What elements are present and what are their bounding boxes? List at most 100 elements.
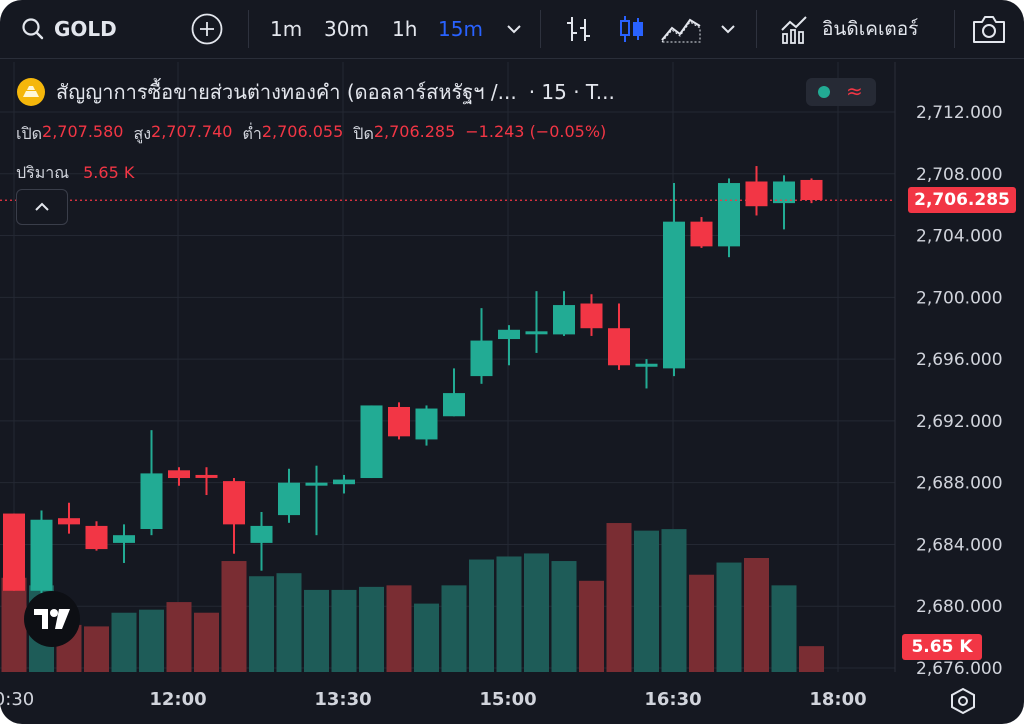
y-tick-label: 2,712.000 — [916, 103, 1003, 123]
interval-30m[interactable]: 30m — [324, 17, 369, 41]
candle-body — [608, 328, 630, 366]
y-tick-label: 2,676.000 — [916, 659, 1003, 679]
volume-bar — [496, 556, 522, 672]
delay-wave-icon: ≈ — [846, 79, 863, 103]
toolbar-divider — [540, 10, 541, 48]
interval-15m[interactable]: 15m — [438, 17, 483, 41]
volume-bar — [771, 585, 797, 672]
close-label: ปิด — [353, 124, 374, 143]
plus-circle-icon — [191, 13, 223, 45]
candle-body — [525, 331, 548, 335]
x-tick-label: 0:30 — [0, 689, 34, 710]
compare-symbol-button[interactable] — [190, 12, 224, 46]
camera-icon — [973, 16, 1005, 43]
chart-legend: สัญญาการซื้อขายส่วนต่างทองคำ (ดอลลาร์สหร… — [16, 76, 894, 186]
volume-bar — [414, 603, 439, 672]
indicators-button[interactable]: อินดิเคเตอร์ — [778, 12, 918, 46]
candle-body — [388, 406, 410, 437]
low-value: 2,706.055 — [261, 122, 344, 141]
volume-bar — [744, 558, 769, 672]
change-value: −1.243 (−0.05%) — [465, 122, 607, 141]
chart-settings-button[interactable] — [948, 686, 978, 720]
volume-bar — [276, 573, 302, 672]
candle-body — [553, 305, 575, 335]
candle-body — [140, 473, 163, 529]
volume-bar — [84, 626, 109, 672]
bar-style-button[interactable] — [562, 12, 596, 46]
settings-hexagon-icon — [951, 687, 975, 715]
volume-value: 5.65 K — [83, 163, 135, 182]
candle-body — [278, 482, 300, 516]
area-style-button[interactable] — [660, 12, 702, 46]
candle-body — [415, 408, 438, 440]
y-tick-label: 2,700.000 — [916, 288, 1003, 308]
search-icon — [22, 18, 44, 40]
instrument-interval: · 15 · T... — [528, 80, 615, 104]
symbol-search[interactable]: GOLD — [20, 12, 117, 46]
candle-body — [305, 482, 328, 486]
toolbar: GOLD 1m 30m 1h 15m อินดิเคเตอร์ — [0, 0, 1024, 59]
snapshot-button[interactable] — [970, 12, 1008, 46]
area-chart-icon — [660, 18, 701, 43]
volume-bar — [166, 602, 192, 672]
interval-1h[interactable]: 1h — [392, 17, 418, 41]
gold-symbol-icon — [17, 78, 45, 106]
volume-bar — [386, 585, 412, 672]
candle-body — [470, 340, 493, 377]
volume-bar — [469, 559, 494, 672]
toolbar-divider — [248, 10, 249, 48]
volume-bar — [716, 562, 742, 672]
market-status-pill[interactable]: ≈ — [806, 78, 876, 106]
instrument-title[interactable]: สัญญาการซื้อขายส่วนต่างทองคำ (ดอลลาร์สหร… — [56, 80, 517, 104]
volume-bar — [139, 609, 164, 672]
volume-bar — [634, 530, 659, 672]
legend-title-row: สัญญาการซื้อขายส่วนต่างทองคำ (ดอลลาร์สหร… — [16, 76, 894, 108]
market-open-dot-icon — [818, 86, 830, 98]
candle-body — [58, 518, 80, 525]
chart-style-dropdown[interactable] — [718, 12, 738, 46]
volume-bar — [441, 585, 467, 672]
volume-bar — [524, 553, 549, 672]
symbol-name: GOLD — [54, 17, 117, 41]
close-value: 2,706.285 — [373, 122, 456, 141]
y-tick-label: 2,684.000 — [916, 535, 1003, 555]
low-label: ต่ำ — [242, 124, 262, 143]
toolbar-divider — [756, 10, 757, 48]
volume-bar — [689, 574, 714, 672]
candle-body — [30, 519, 53, 591]
y-tick-label: 2,708.000 — [916, 165, 1003, 185]
volume-bar — [331, 589, 357, 672]
candle-body — [498, 329, 520, 340]
volume-bar — [111, 612, 137, 672]
candle-body — [223, 481, 245, 525]
volume-bar — [551, 561, 577, 672]
indicators-icon — [781, 16, 807, 44]
tradingview-logo-icon — [34, 609, 70, 629]
y-tick-label: 2,692.000 — [916, 412, 1003, 432]
candle-body — [800, 179, 823, 201]
interval-dropdown[interactable] — [504, 12, 524, 46]
y-tick-label: 2,704.000 — [916, 227, 1003, 247]
x-tick-label: 16:30 — [644, 689, 701, 710]
high-label: สูง — [133, 124, 152, 143]
candle-body — [773, 181, 795, 204]
candle-body — [168, 470, 190, 479]
candle-body — [718, 183, 740, 247]
volume-bar — [359, 586, 384, 672]
candle-body — [113, 535, 135, 543]
chevron-down-icon — [507, 25, 521, 34]
volume-bar — [606, 523, 632, 672]
candles-style-button[interactable] — [614, 12, 648, 46]
y-tick-label: 2,696.000 — [916, 350, 1003, 370]
volume-legend: ปริมาณ 5.65 K — [16, 161, 894, 186]
x-tick-label: 18:00 — [809, 689, 866, 710]
volume-bar — [304, 589, 329, 672]
volume-bar — [799, 646, 824, 672]
interval-1m[interactable]: 1m — [270, 17, 303, 41]
collapse-legend-button[interactable] — [16, 189, 68, 225]
tradingview-logo[interactable] — [24, 591, 80, 647]
candles-chart-icon — [620, 16, 643, 42]
indicators-label: อินดิเคเตอร์ — [822, 18, 919, 40]
candle-body — [360, 405, 383, 479]
